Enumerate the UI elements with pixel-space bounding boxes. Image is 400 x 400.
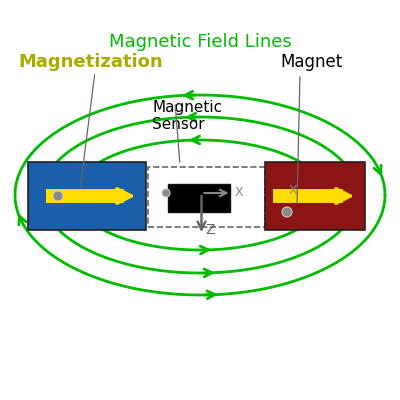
Text: Magnetic Field Lines: Magnetic Field Lines xyxy=(109,33,291,51)
Bar xyxy=(28,162,146,230)
Text: Magnetization: Magnetization xyxy=(18,53,163,71)
Text: Magnetic
Sensor: Magnetic Sensor xyxy=(152,100,222,132)
Circle shape xyxy=(282,207,292,217)
Bar xyxy=(148,167,265,227)
Text: Magnet: Magnet xyxy=(280,53,342,71)
Bar xyxy=(168,184,230,212)
Circle shape xyxy=(53,191,63,201)
Bar xyxy=(265,162,365,230)
Text: X: X xyxy=(289,184,297,198)
Text: Z: Z xyxy=(206,223,215,237)
Circle shape xyxy=(162,189,170,197)
Text: X: X xyxy=(234,186,243,200)
